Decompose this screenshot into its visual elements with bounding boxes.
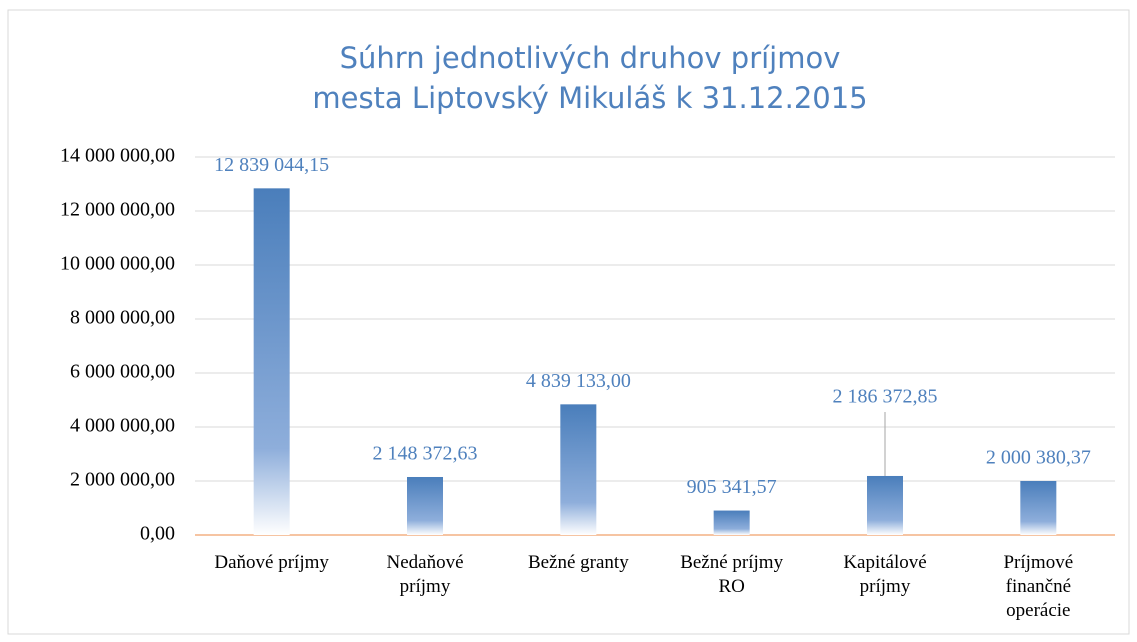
data-label: 2 186 372,85	[833, 386, 938, 408]
bar	[253, 188, 290, 535]
x-tick-label: Príjmové finančné operácie	[1003, 552, 1074, 621]
data-label: 4 839 133,00	[526, 370, 631, 392]
data-label: 12 839 044,15	[214, 154, 329, 176]
bar	[713, 510, 750, 535]
bar	[407, 476, 443, 535]
x-tick-label: Nedaňové príjmy	[386, 552, 464, 597]
y-tick-label: 0,00	[140, 523, 175, 545]
bar	[1020, 480, 1057, 535]
y-tick-label: 8 000 000,00	[70, 307, 175, 329]
bar	[560, 404, 597, 535]
x-tick-label: Kapitálové príjmy	[843, 552, 927, 597]
x-tick-label: Daňové príjmy	[214, 552, 329, 573]
x-tick-label: Bežné granty	[527, 552, 629, 573]
title-box: Súhrn jednotlivých druhov príjmov mesta …	[312, 41, 868, 115]
data-label: 2 000 380,37	[986, 447, 1091, 469]
bar	[867, 475, 903, 535]
chart-title: Súhrn jednotlivých druhov príjmov mesta …	[312, 41, 868, 115]
data-label: 2 148 372,63	[373, 443, 478, 465]
x-tick-label: Bežné príjmy RO	[680, 552, 784, 597]
y-tick-label: 12 000 000,00	[60, 199, 175, 221]
y-tick-label: 14 000 000,00	[60, 145, 175, 167]
y-tick-label: 4 000 000,00	[70, 415, 175, 437]
y-tick-label: 2 000 000,00	[70, 469, 175, 491]
data-label: 905 341,57	[687, 476, 777, 498]
y-tick-label: 10 000 000,00	[60, 253, 175, 275]
y-tick-label: 6 000 000,00	[70, 361, 175, 383]
